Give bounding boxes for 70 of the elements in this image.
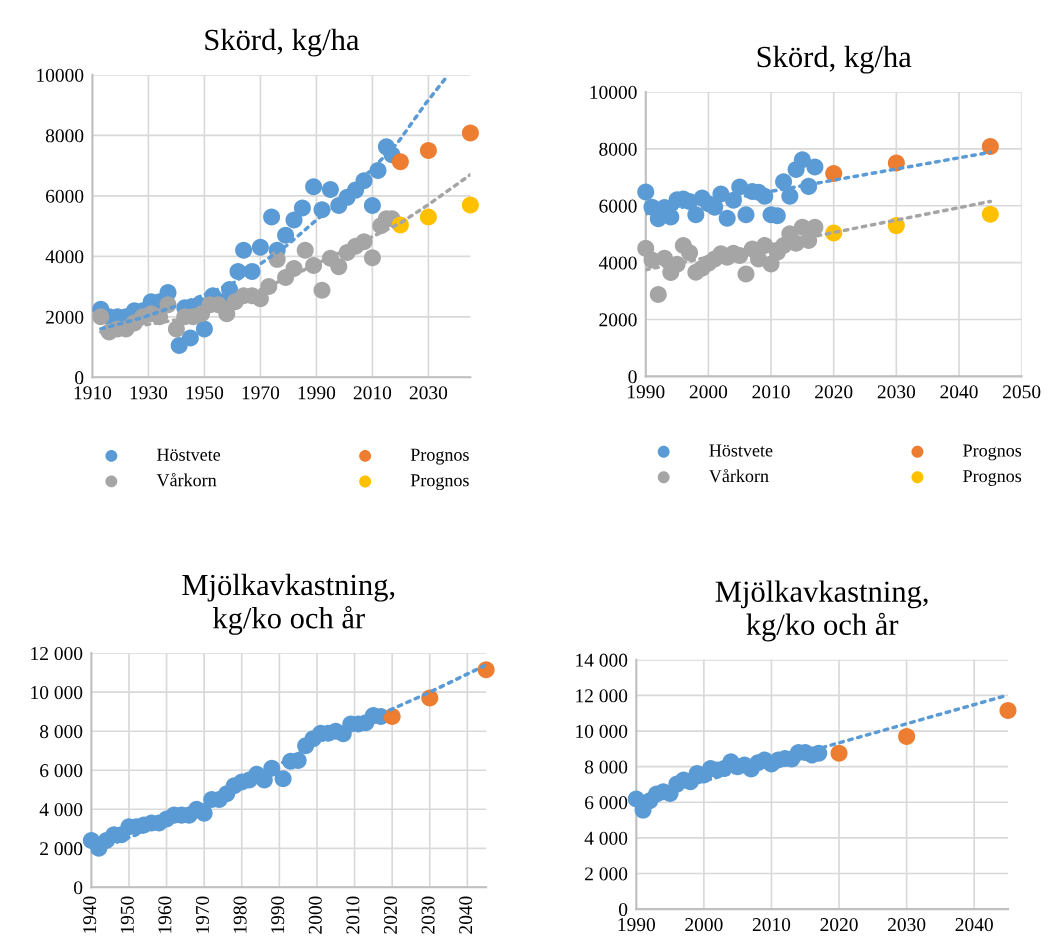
x-tick-label: 2010 <box>752 918 791 932</box>
x-tick-label: 2030 <box>409 386 448 400</box>
y-tick-label: 8 000 <box>584 760 628 774</box>
y-tick-label: 0 <box>618 902 628 917</box>
legend-label: Höstvete <box>709 444 773 457</box>
x-tick-label: 2020 <box>820 918 858 932</box>
legend-label: Prognos <box>963 444 1022 461</box>
x-tick-label: 2030 <box>888 918 926 932</box>
x-tick-label: 1970 <box>195 896 210 933</box>
legend-label: Vårkorn <box>156 473 217 487</box>
y-tick-label: 12 000 <box>576 689 628 703</box>
y-tick-label: 12 000 <box>31 646 83 661</box>
chart-title: Skörd, kg/ha <box>757 45 912 74</box>
x-tick-label: 2040 <box>955 918 993 932</box>
y-tick-label: 8000 <box>599 142 637 156</box>
x-tick-label: 1980 <box>233 896 247 933</box>
x-tick-label: 2010 <box>353 386 392 400</box>
y-tick-label: 8 000 <box>40 725 83 739</box>
y-tick-label: 0 <box>74 881 83 895</box>
y-tick-label: 4 000 <box>39 803 83 817</box>
legend-label: Vårkorn <box>709 468 769 483</box>
y-tick-label: 6 000 <box>40 764 83 778</box>
y-tick-label: 4 000 <box>584 831 628 845</box>
y-tick-label: 2000 <box>46 310 84 324</box>
y-tick-label: 2 000 <box>585 867 628 881</box>
x-tick-label: 2000 <box>308 896 322 934</box>
y-tick-label: 6000 <box>46 189 84 203</box>
y-tick-label: 10000 <box>590 85 637 99</box>
legend-label: Prognos <box>410 448 469 465</box>
x-tick-label: 1950 <box>186 386 224 400</box>
y-tick-label: 4000 <box>598 256 637 270</box>
x-tick-label: 2010 <box>752 385 790 399</box>
x-tick-label: 1970 <box>242 386 280 400</box>
x-tick-label: 1930 <box>130 386 168 400</box>
legend-label: Prognos <box>410 474 469 491</box>
x-tick-label: 1990 <box>298 386 336 400</box>
y-tick-label: 2 000 <box>40 842 83 856</box>
y-tick-label: 0 <box>628 370 637 384</box>
x-tick-label: 2000 <box>685 918 723 932</box>
x-tick-label: 2010 <box>346 896 360 934</box>
x-tick-label: 2020 <box>815 385 853 399</box>
x-tick-label: 1910 <box>74 386 112 400</box>
x-tick-label: 1990 <box>618 918 655 932</box>
x-tick-label: 2040 <box>459 896 473 934</box>
x-tick-label: 2030 <box>421 896 435 934</box>
x-tick-label: 1940 <box>83 896 97 933</box>
x-tick-label: 2000 <box>689 385 728 399</box>
x-tick-label: 2020 <box>383 896 398 934</box>
y-tick-label: 8000 <box>45 129 84 143</box>
y-tick-label: 10 000 <box>31 686 83 700</box>
y-tick-label: 14 000 <box>576 653 628 667</box>
y-tick-label: 6 000 <box>585 796 628 810</box>
x-tick-label: 2050 <box>1003 385 1041 399</box>
y-tick-label: 2000 <box>599 313 637 327</box>
y-tick-label: 4000 <box>45 250 84 264</box>
x-tick-label: 1960 <box>158 896 172 933</box>
y-tick-label: 10000 <box>37 68 84 82</box>
x-tick-label: 2030 <box>877 385 916 399</box>
y-tick-label: 6000 <box>599 199 637 213</box>
x-tick-label: 1950 <box>120 896 134 933</box>
y-tick-label: 0 <box>75 371 84 385</box>
legend-label: Höstvete <box>157 448 221 461</box>
chart-title: Mjölkavkastning, kg/ko och år <box>715 580 928 642</box>
chart-title: Mjölkavkastning, kg/ko och år <box>182 573 395 635</box>
x-tick-label: 1990 <box>628 385 665 399</box>
x-tick-label: 1990 <box>271 896 285 933</box>
y-tick-label: 10 000 <box>576 724 628 738</box>
legend-label: Prognos <box>963 470 1022 486</box>
x-tick-label: 2040 <box>940 385 978 399</box>
chart-title: Skörd, kg/ha <box>205 28 360 57</box>
